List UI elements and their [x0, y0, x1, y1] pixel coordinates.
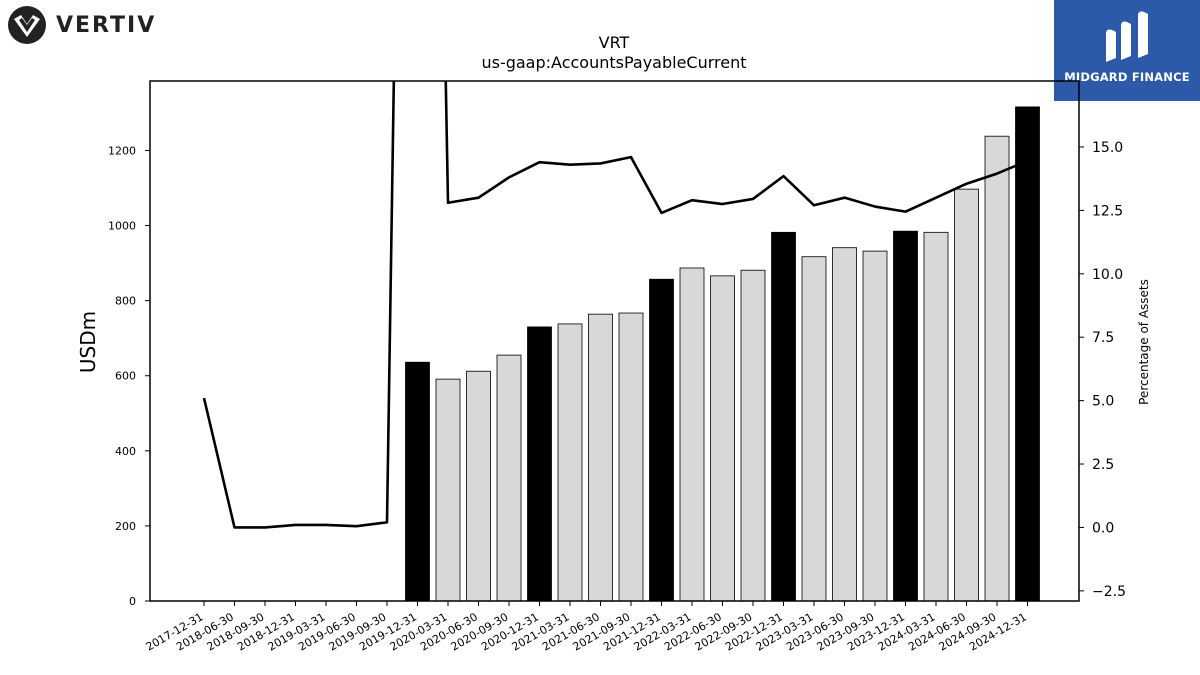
bar — [710, 275, 735, 602]
chart-subtitle: us-gaap:AccountsPayableCurrent — [481, 53, 746, 72]
percentage-line — [202, 81, 1028, 529]
bar — [740, 269, 766, 602]
vertiv-v-icon — [8, 6, 46, 44]
plot-frame — [149, 80, 1080, 602]
y2-tick-label: 7.5 — [1092, 330, 1114, 346]
bar — [649, 278, 674, 602]
bar — [496, 354, 522, 602]
y-tick-label: 200 — [115, 520, 136, 533]
vertiv-wordmark: VERTIV — [56, 12, 157, 38]
bar — [679, 267, 705, 602]
bar — [466, 370, 491, 602]
bar — [435, 378, 461, 602]
bar — [801, 256, 827, 602]
y-tick-label: 800 — [115, 295, 136, 308]
y2-tick-label: 5.0 — [1092, 394, 1114, 410]
y2-tick-label: 15.0 — [1092, 140, 1123, 156]
y2-tick-label: 10.0 — [1092, 267, 1123, 283]
y2-tick-label: −2.5 — [1092, 584, 1126, 600]
bar — [588, 313, 613, 602]
bar — [893, 230, 918, 602]
y-tick-label: 1200 — [108, 144, 136, 157]
y-tick-label: 1000 — [108, 220, 136, 233]
bar — [405, 361, 430, 602]
bar — [1015, 106, 1040, 602]
y-tick-label: 400 — [115, 445, 136, 458]
bar — [832, 247, 857, 602]
y2-tick-label: 0.0 — [1092, 520, 1114, 536]
bar — [984, 135, 1010, 602]
bar — [527, 326, 552, 602]
y2-tick-label: 2.5 — [1092, 457, 1114, 473]
bar — [923, 231, 949, 602]
vertiv-logo: VERTIV — [8, 6, 156, 44]
bar — [771, 231, 796, 602]
midgard-finance-logo: MIDGARD FINANCE — [1054, 0, 1200, 101]
midgard-brand-text: MIDGARD FINANCE — [1064, 70, 1190, 84]
bar — [618, 312, 644, 602]
y-axis-label: USDm — [76, 311, 100, 373]
bar — [557, 323, 583, 602]
y2-axis-label: Percentage of Assets — [1137, 279, 1151, 405]
y-tick-label: 0 — [129, 595, 136, 608]
y2-tick-label: 12.5 — [1092, 203, 1123, 219]
chart-title: VRT — [599, 33, 630, 52]
y-tick-label: 600 — [115, 370, 136, 383]
bar — [862, 250, 888, 602]
midgard-mark-icon — [1106, 11, 1148, 62]
bar — [954, 188, 979, 602]
